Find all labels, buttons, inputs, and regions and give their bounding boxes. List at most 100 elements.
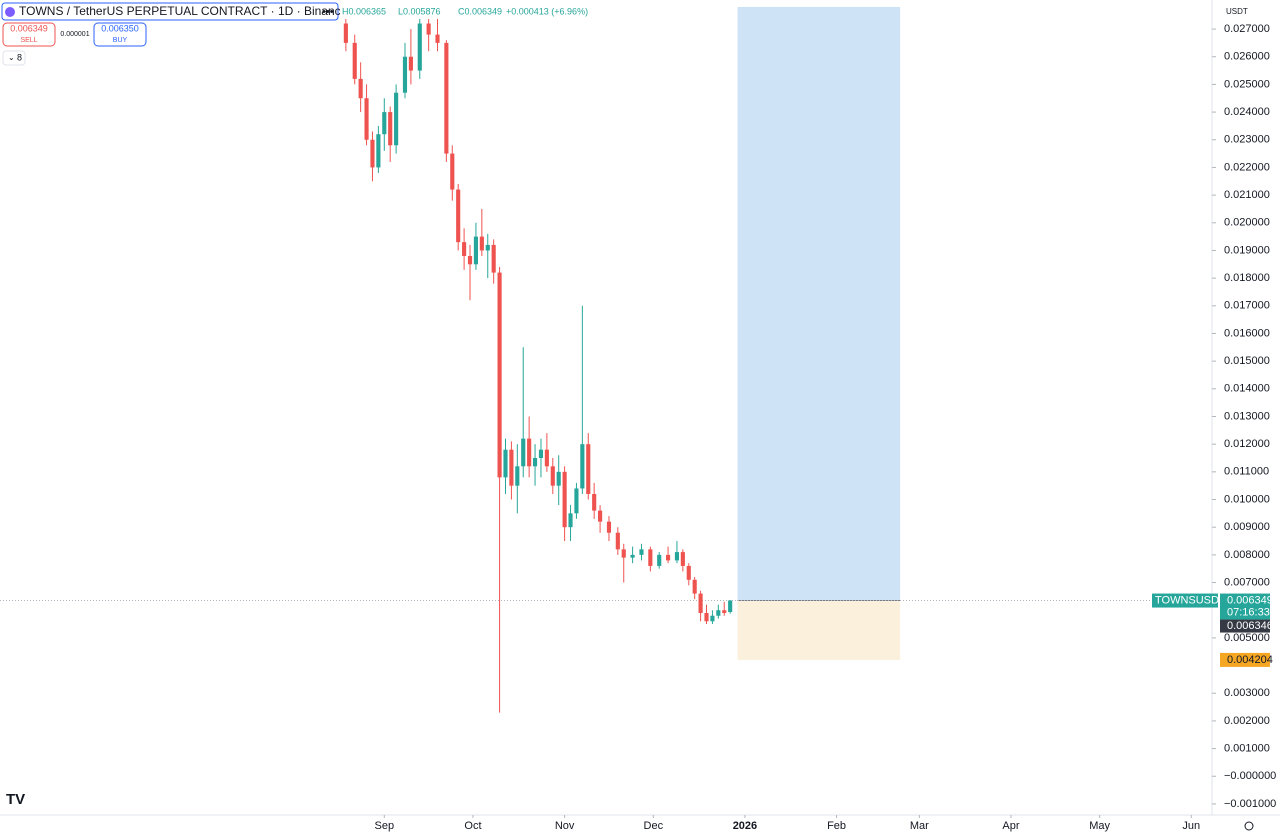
x-tick-label: 2026 (733, 820, 757, 832)
ohlc-bg (340, 4, 615, 19)
candle-body (503, 449, 508, 478)
candle-body (343, 23, 348, 43)
candle-body (515, 466, 520, 486)
candle-body (402, 56, 408, 93)
ohlc-high: H0.006365 (342, 6, 386, 16)
y-tick-label: 0.002000 (1224, 715, 1270, 727)
currency[interactable]: USDT (1226, 7, 1248, 16)
candle-body (444, 42, 449, 154)
ohlc-change: +0.000413 (+6.96%) (506, 6, 588, 16)
ohlc-low: L0.005876 (398, 6, 441, 16)
candle-body (606, 521, 612, 533)
stop-zone (737, 600, 901, 660)
y-tick-label: 0.007000 (1224, 576, 1270, 588)
x-tick-label: May (1089, 820, 1110, 832)
overlay: 0.027000 0.026000 0.025000 0.024000 0.023000… (375, 23, 1277, 832)
candle-body (648, 549, 653, 566)
ticker-tag (1152, 593, 1218, 608)
logo[interactable]: TV (6, 791, 25, 808)
indicator-toggle[interactable] (2, 50, 26, 66)
candle-body (462, 242, 467, 256)
candle-body (532, 458, 538, 467)
candle-body (698, 593, 703, 613)
candle-body (527, 438, 532, 467)
candle-body (598, 510, 603, 522)
candle-body (382, 112, 387, 135)
buy-label: BUY (113, 37, 128, 44)
y-tick-label: 0.009000 (1224, 521, 1270, 533)
ticker-label: TOWNSUSDT.P (1155, 594, 1235, 606)
candle-body (657, 554, 662, 566)
target-zone (737, 6, 901, 601)
candle-body (639, 549, 644, 555)
candle-body (544, 449, 549, 467)
candle-body (450, 153, 455, 190)
candle-body (556, 471, 561, 486)
symbol-title[interactable]: TOWNS / TetherUS PERPETUAL CONTRACT · 1D… (19, 4, 348, 18)
x-tick-label: Feb (827, 820, 846, 832)
candle-body (550, 466, 555, 486)
x-tick-label: Apr (1002, 820, 1019, 832)
candle-body (562, 471, 567, 528)
candle-body (568, 513, 573, 528)
candle-body (408, 56, 413, 71)
candle-body (574, 488, 579, 514)
x-tick-label: Jun (1182, 820, 1200, 832)
candle-body (674, 552, 680, 561)
candle-body (521, 438, 526, 467)
candle-body (666, 554, 671, 561)
ohlc-close: C0.006349 (458, 6, 502, 16)
y-tick-label: 0.027000 (1224, 23, 1270, 35)
candle-body (728, 600, 733, 613)
candle-body (704, 612, 709, 622)
candle-body (352, 42, 357, 79)
buy-price: 0.006350 (101, 23, 139, 33)
y-tick-label: 0.013000 (1224, 410, 1270, 422)
candle-body (680, 552, 685, 566)
candle-body (370, 139, 375, 168)
candle-body (491, 244, 496, 273)
y-tick-label: 0.014000 (1224, 383, 1270, 395)
sell-price: 0.006349 (10, 23, 48, 33)
y-tick-label: −0.000000 (1224, 770, 1276, 782)
y-tick-label: 0.025000 (1224, 78, 1270, 90)
symbol-icon (5, 7, 15, 17)
cursor-price: 0.006346 (1227, 620, 1273, 632)
y-tick-label: 0.016000 (1224, 327, 1270, 339)
sell-button[interactable] (2, 22, 56, 47)
settings-icon[interactable] (1244, 821, 1254, 831)
candle-body (538, 449, 544, 459)
candle-body (479, 236, 484, 251)
y-tick-label: 0.001000 (1224, 742, 1270, 754)
y-tick-label: 0.023000 (1224, 134, 1270, 146)
y-tick-label: 0.024000 (1224, 106, 1270, 118)
candle-body (722, 610, 727, 613)
countdown: 07:16:33 (1227, 606, 1270, 618)
candle-body (592, 493, 597, 511)
candle-body (376, 134, 381, 168)
last-price-tag (1220, 593, 1270, 620)
y-tick-label: 0.020000 (1224, 217, 1270, 229)
y-tick-label: 0.026000 (1224, 51, 1270, 63)
candle-body (467, 255, 473, 265)
x-tick-label: Oct (464, 820, 481, 832)
candle-body (394, 92, 399, 146)
y-tick-label: 0.005000 (1224, 632, 1270, 644)
candle-body (417, 23, 422, 71)
buy-button[interactable] (93, 22, 147, 47)
symbol-box[interactable] (1, 2, 339, 21)
sell-label: SELL (20, 37, 37, 44)
candle-body (426, 23, 431, 35)
candle-body (710, 615, 715, 622)
last-price: 0.006349 (1227, 594, 1273, 606)
candle-body (621, 549, 626, 558)
y-tick-label: 0.019000 (1224, 244, 1270, 256)
y-tick-label: 0.017000 (1224, 300, 1270, 312)
candle-body (716, 610, 721, 616)
menu-dots[interactable]: ••• (322, 6, 334, 18)
candle-body (586, 444, 591, 494)
candle-body (435, 34, 440, 43)
plot-area (0, 6, 1212, 713)
